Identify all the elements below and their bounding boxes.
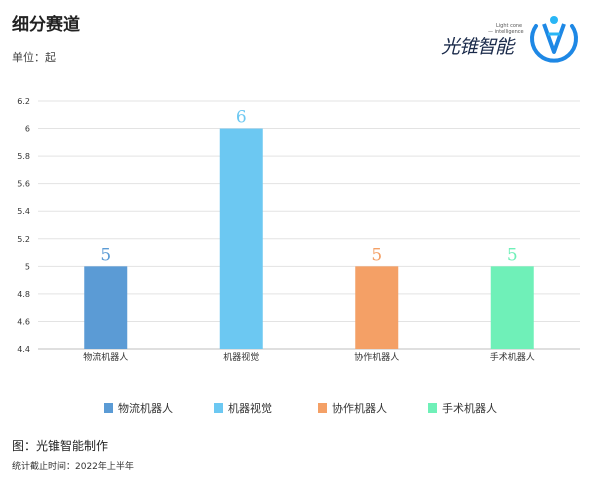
data-label: 5 xyxy=(371,245,382,265)
y-tick-label: 6.2 xyxy=(17,97,30,106)
legend-label: 物流机器人 xyxy=(118,401,173,415)
x-tick-label: 协作机器人 xyxy=(354,351,399,363)
data-label: 5 xyxy=(507,245,518,265)
legend-label: 机器视觉 xyxy=(228,401,272,415)
x-tick-label: 物流机器人 xyxy=(83,351,128,363)
data-label: 6 xyxy=(236,108,247,128)
legend-label: 协作机器人 xyxy=(332,401,387,415)
bar-chart: 4.4 4.6 4.8 5 5.2 5.4 5.6 5.8 6 6.2 5 物流机器人 6 机器视觉 5 协作… xyxy=(17,97,580,415)
source-note: 图：光锥智能制作 xyxy=(12,439,109,453)
legend-swatch xyxy=(428,403,437,413)
brand-logo: Light cone — intelligence 光锥智能 xyxy=(438,10,588,68)
y-tick-label: 5.6 xyxy=(17,180,30,189)
y-tick-label: 5 xyxy=(25,262,30,271)
unit-label: 单位：起 xyxy=(12,51,56,64)
y-tick-label: 5.2 xyxy=(17,235,30,244)
logo-tagline-2: — intelligence xyxy=(488,29,524,35)
bar xyxy=(84,266,128,349)
light-cone-logo-icon xyxy=(530,16,578,63)
logo-tagline-1: Light cone xyxy=(496,23,523,29)
cutoff-note: 统计截止时间：2022年上半年 xyxy=(12,462,134,472)
y-tick-label: 4.6 xyxy=(17,317,30,326)
y-tick-label: 4.8 xyxy=(17,290,30,299)
data-label: 5 xyxy=(100,245,111,265)
bar xyxy=(219,128,263,349)
legend-swatch xyxy=(214,403,223,413)
y-tick-label: 4.4 xyxy=(17,345,30,354)
legend-label: 手术机器人 xyxy=(442,401,497,415)
bar xyxy=(355,266,399,349)
bar xyxy=(490,266,534,349)
page-title: 细分赛道 xyxy=(12,15,80,35)
logo-wordmark: 光锥智能 xyxy=(441,36,514,58)
x-tick-label: 手术机器人 xyxy=(490,351,535,363)
y-tick-label: 6 xyxy=(25,125,30,134)
x-tick-label: 机器视觉 xyxy=(223,351,259,363)
legend-swatch xyxy=(318,403,327,413)
y-tick-label: 5.4 xyxy=(17,207,30,216)
legend-swatch xyxy=(104,403,113,413)
y-tick-label: 5.8 xyxy=(17,152,30,161)
